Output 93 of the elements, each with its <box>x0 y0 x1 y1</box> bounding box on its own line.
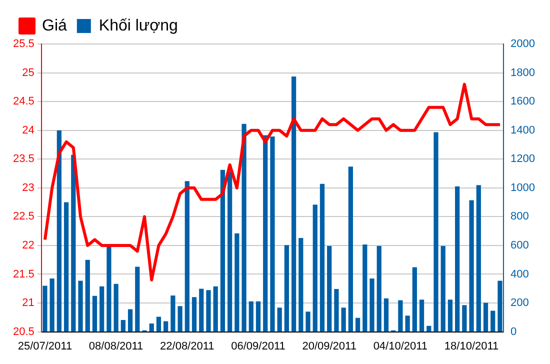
x-tick-label: 08/08/2011 <box>88 340 144 352</box>
bar <box>362 244 368 332</box>
y-tick-label: 23.5 <box>12 153 34 166</box>
y2-tick-label: 800 <box>510 210 529 223</box>
bar <box>398 300 403 332</box>
bar <box>192 297 197 332</box>
y2-tick-label: 200 <box>510 297 529 310</box>
bar <box>206 290 211 332</box>
bar <box>291 76 296 332</box>
bar <box>100 286 104 332</box>
y2-tick-label: 2000 <box>510 38 536 50</box>
bar <box>334 289 339 332</box>
bar <box>135 266 140 332</box>
bar <box>327 246 332 332</box>
y-tick-label: 25.5 <box>12 38 34 50</box>
bar <box>483 302 488 332</box>
bar <box>56 130 62 332</box>
bar <box>476 185 481 332</box>
x-tick-label: 25/07/2011 <box>18 340 72 352</box>
bar <box>164 321 168 332</box>
y2-tick-label: 600 <box>510 239 529 252</box>
bar <box>263 135 268 332</box>
bar <box>156 316 162 332</box>
bar <box>434 132 438 332</box>
bar <box>50 278 54 332</box>
bar <box>114 284 118 332</box>
y2-tick-label: 1400 <box>510 124 536 136</box>
bar <box>455 186 460 332</box>
bar <box>71 154 76 332</box>
bar <box>42 286 48 332</box>
y-tick-label: 21 <box>22 297 34 310</box>
bar <box>312 204 318 332</box>
bar <box>106 245 112 332</box>
bar <box>149 323 154 332</box>
y2-tick-label: 0 <box>510 326 517 338</box>
bar <box>419 300 424 332</box>
bar <box>284 245 289 332</box>
y-tick-label: 25 <box>22 66 34 79</box>
x-tick-label: 04/10/2011 <box>373 340 428 352</box>
bar <box>92 296 98 332</box>
bar <box>170 296 176 332</box>
x-tick-label: 18/10/2011 <box>444 340 499 352</box>
y-tick-label: 22 <box>22 239 34 252</box>
bar <box>376 246 382 332</box>
bar <box>277 308 282 332</box>
bar <box>184 181 190 332</box>
bar <box>120 320 126 332</box>
y2-tick-label: 1000 <box>510 182 536 194</box>
bar <box>440 246 446 332</box>
x-tick-label: 20/09/2011 <box>302 340 356 352</box>
bar <box>469 200 474 332</box>
bar <box>355 318 360 332</box>
bar <box>242 124 246 332</box>
bar <box>462 305 467 332</box>
x-tick-label: 06/09/2011 <box>231 340 286 352</box>
bar <box>490 310 496 332</box>
bar <box>78 280 83 332</box>
bar <box>64 202 69 332</box>
bar <box>298 238 304 332</box>
y-tick-label: 23 <box>22 182 34 194</box>
bar <box>341 308 346 332</box>
bar <box>426 326 432 332</box>
bar <box>405 316 410 332</box>
bar <box>256 301 261 332</box>
bar <box>220 170 226 332</box>
bar <box>384 298 389 332</box>
bar <box>228 171 232 332</box>
bar <box>178 306 182 332</box>
y-tick-label: 24.5 <box>12 96 34 108</box>
bar <box>270 136 275 332</box>
bar <box>348 166 353 332</box>
y2-tick-label: 400 <box>510 268 529 280</box>
y2-tick-label: 1800 <box>510 66 536 79</box>
legend-label: Khối lượng <box>98 17 178 34</box>
bar <box>85 260 90 332</box>
x-tick-label: 22/08/2011 <box>160 340 214 352</box>
y2-tick-label: 1600 <box>510 96 536 108</box>
y-tick-label: 22.5 <box>12 210 34 223</box>
bar <box>248 301 254 332</box>
bar <box>234 233 240 332</box>
bar <box>199 288 204 332</box>
y2-tick-label: 1200 <box>510 153 536 166</box>
legend-label: Giá <box>42 17 67 34</box>
y-tick-label: 20.5 <box>12 326 34 338</box>
bar <box>370 278 374 332</box>
bar <box>320 184 325 332</box>
bar <box>412 267 417 332</box>
bar <box>213 286 218 332</box>
bar <box>448 300 453 332</box>
y-tick-label: 24 <box>22 124 34 136</box>
bar <box>306 312 310 332</box>
y-tick-label: 21.5 <box>12 268 34 280</box>
bar <box>128 309 133 332</box>
